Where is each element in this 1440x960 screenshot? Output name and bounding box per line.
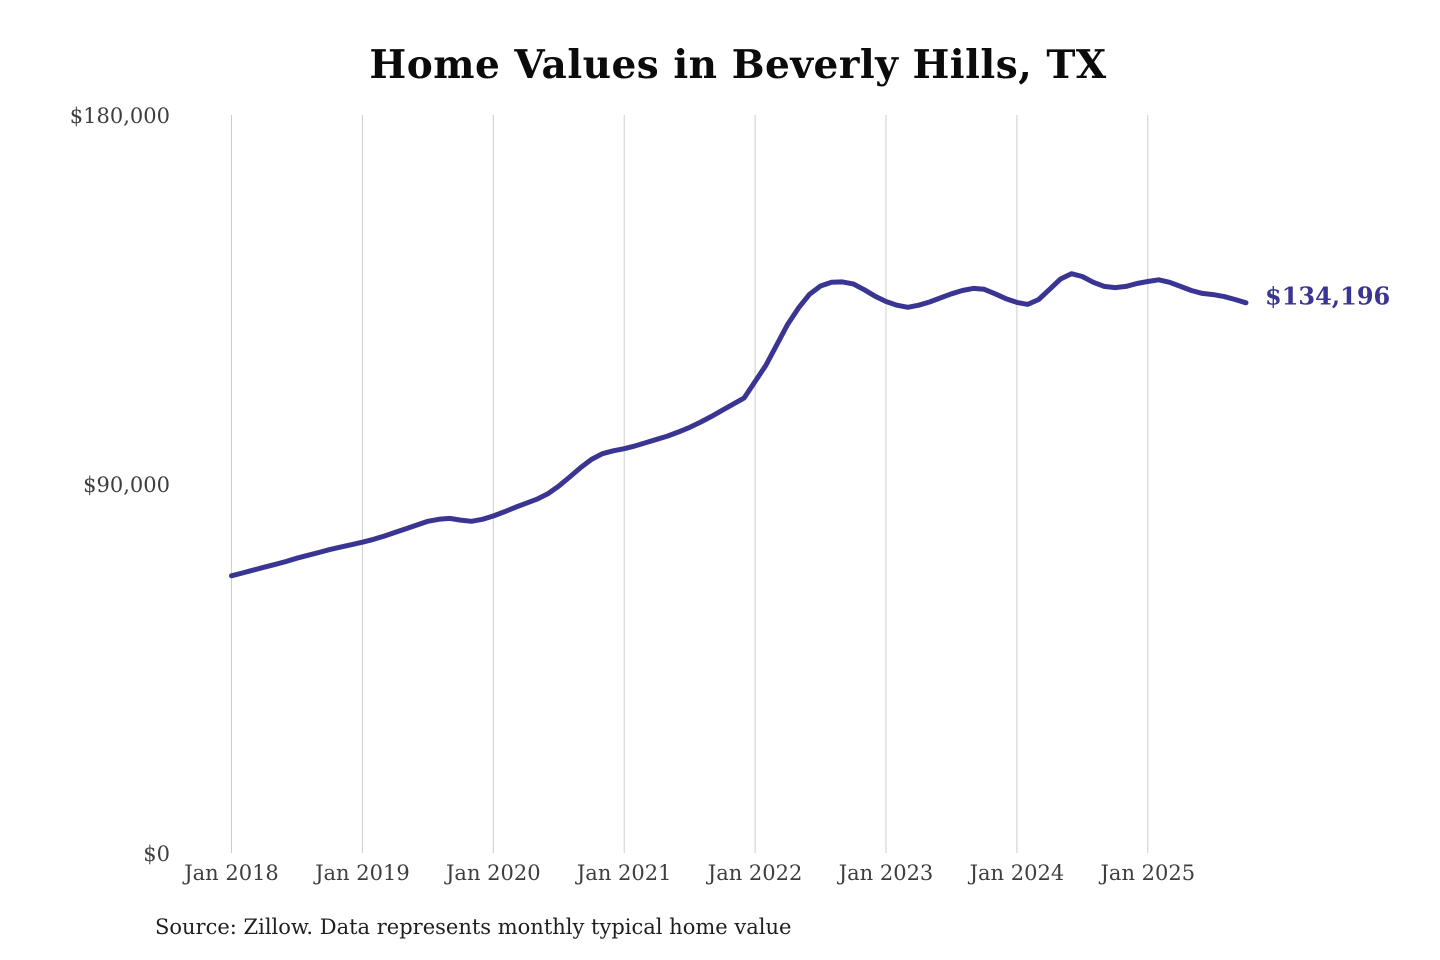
x-axis-label-jan-2025: Jan 2025: [1100, 861, 1196, 885]
x-axis-label-jan-2020: Jan 2020: [446, 861, 541, 885]
x-axis-label-jan-2019: Jan 2019: [315, 861, 410, 885]
chart-title: Home Values in Beverly Hills, TX: [369, 42, 1107, 88]
x-axis-label-jan-2021: Jan 2021: [576, 861, 672, 885]
x-axis-label-jan-2024: Jan 2024: [969, 861, 1065, 885]
latest-value-label: $134,196: [1265, 281, 1391, 311]
x-axis-label-jan-2018: Jan 2018: [184, 861, 279, 885]
y-axis-label-90000: $90,000: [83, 473, 170, 497]
y-axis-label-0: $0: [143, 842, 170, 866]
y-axis-label-180000: $180,000: [69, 104, 170, 128]
source-note: Source: Zillow. Data represents monthly …: [155, 915, 792, 939]
home-value-series-line: [229, 271, 1249, 579]
x-axis-label-jan-2022: Jan 2022: [707, 861, 803, 885]
x-axis-label-jan-2023: Jan 2023: [838, 861, 934, 885]
